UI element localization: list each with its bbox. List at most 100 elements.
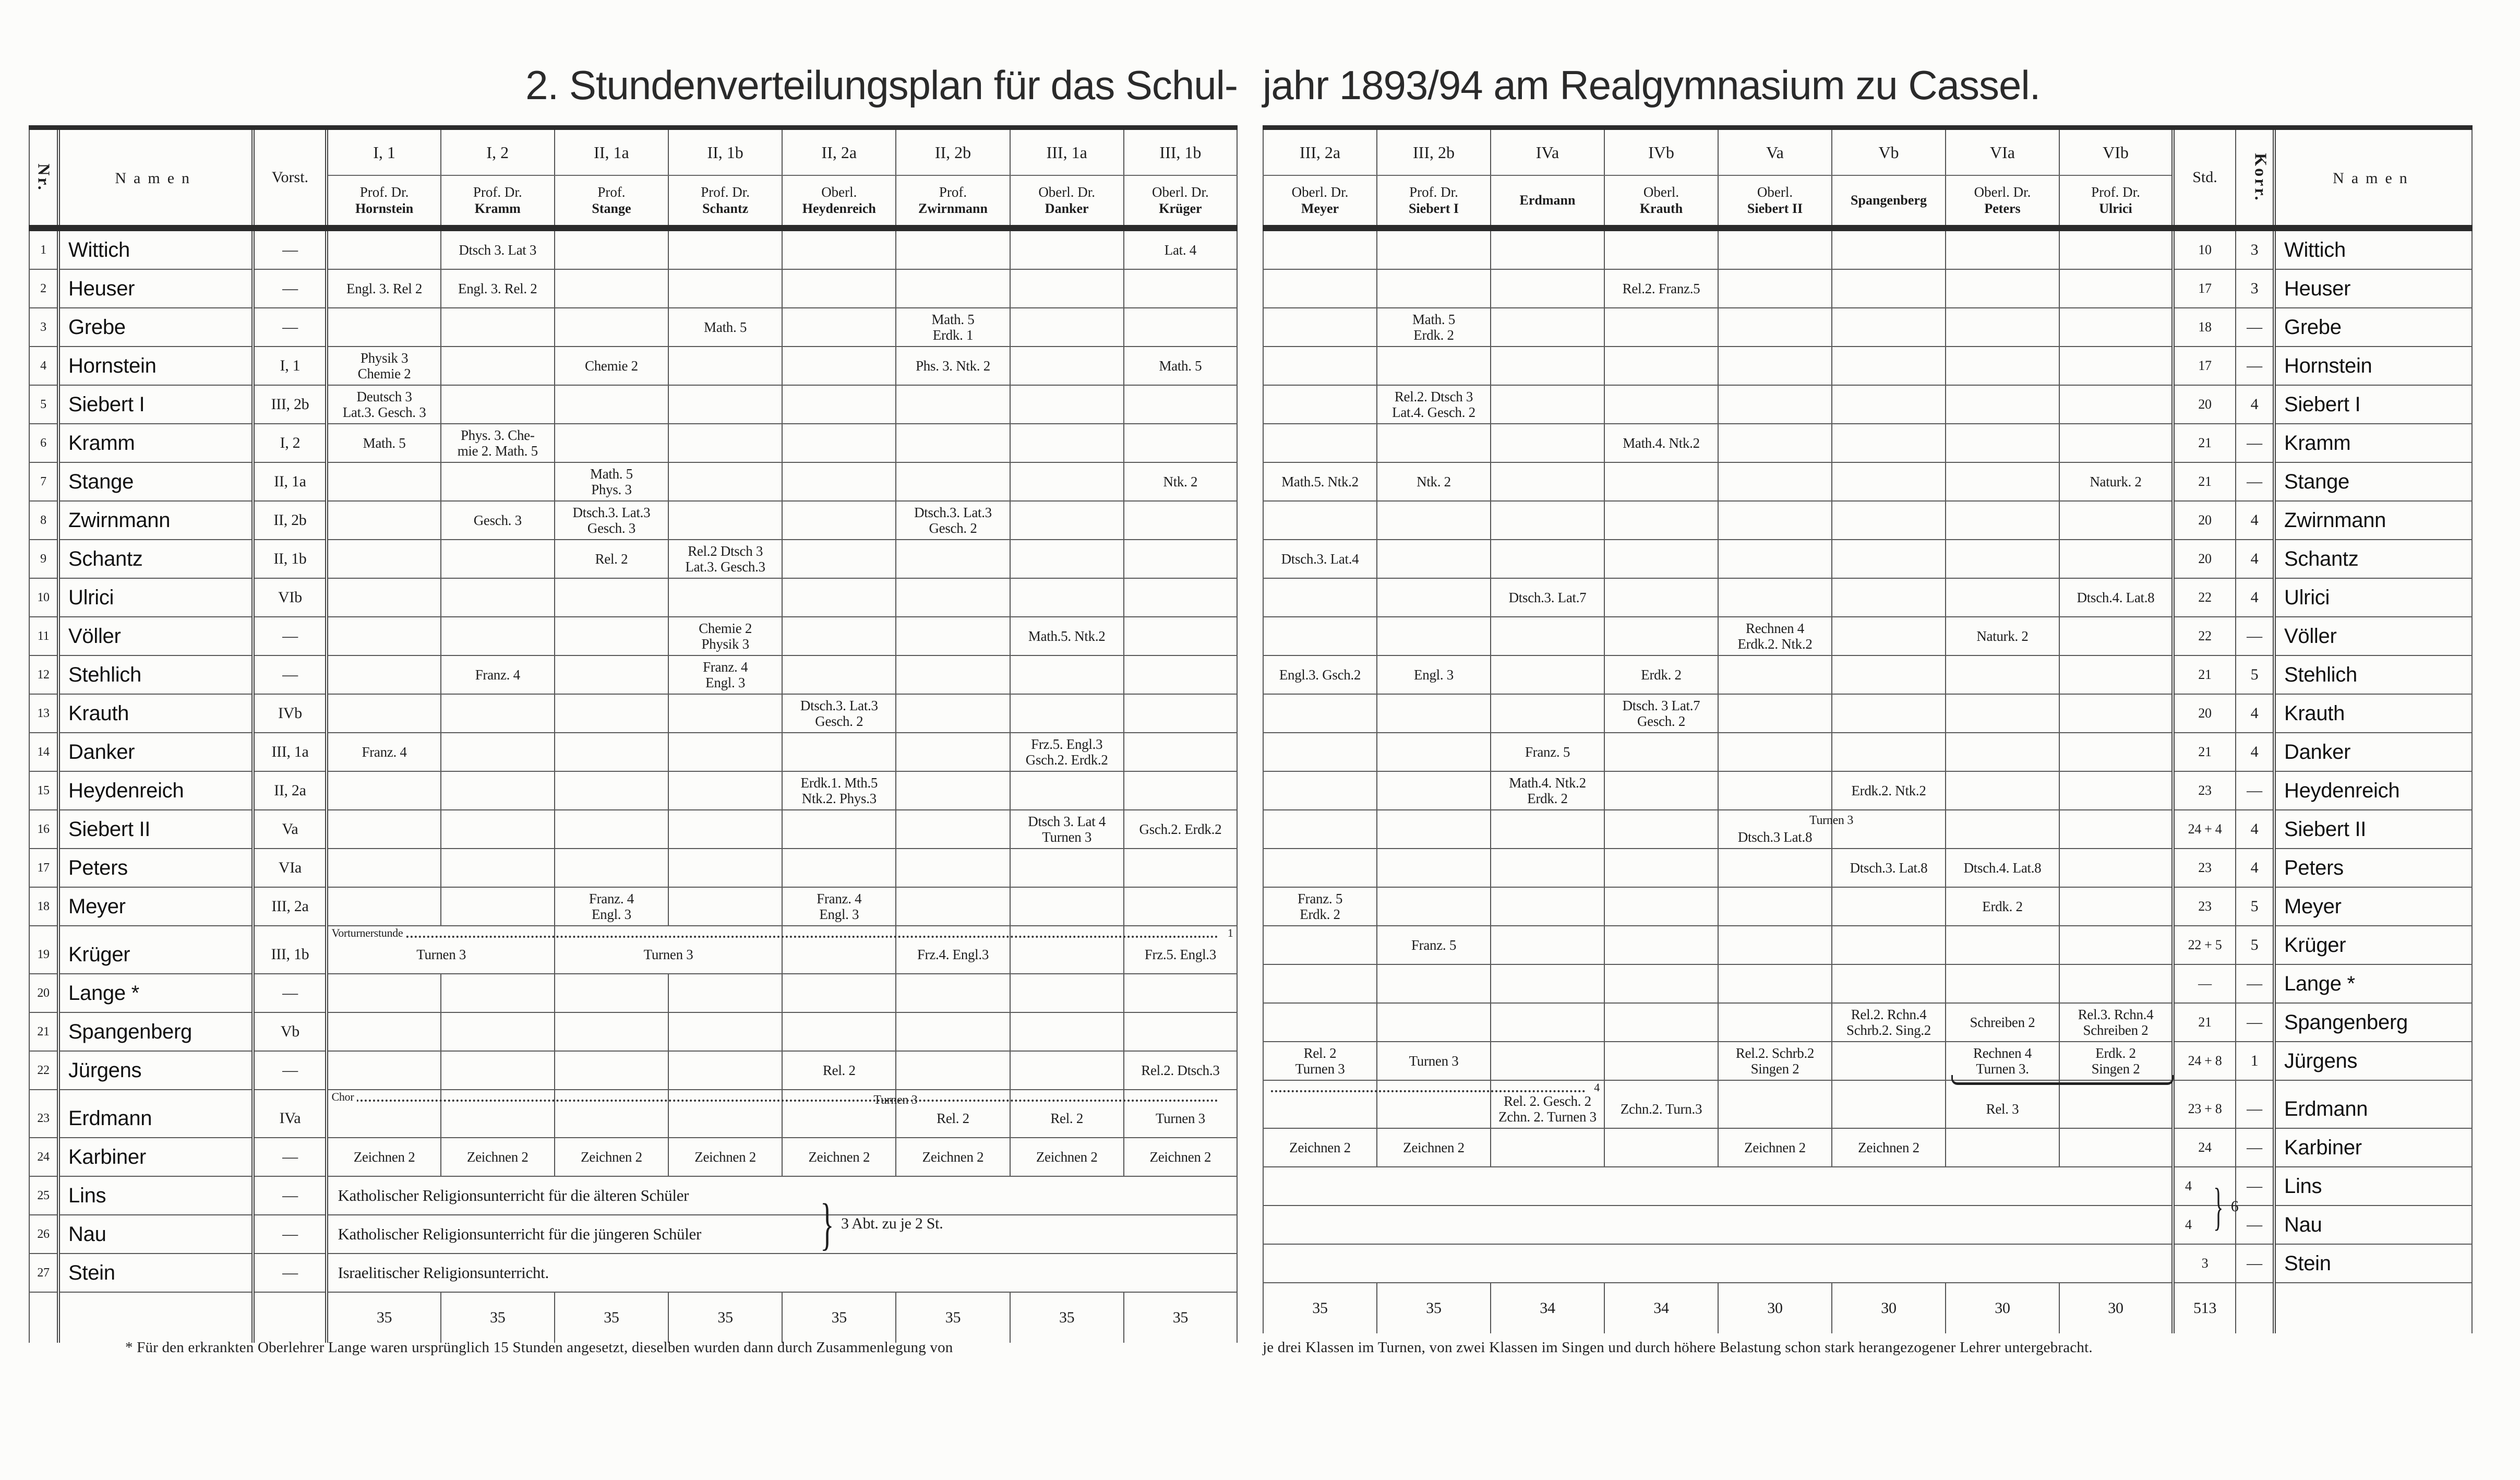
lesson-cell: [1831, 694, 1946, 733]
class-teacher-header: Oberl. Heydenreich: [782, 175, 897, 231]
lesson-cell: [782, 733, 897, 772]
lesson-cell: [895, 228, 1011, 270]
empty-cell: [2235, 1283, 2275, 1333]
lesson-cell: [554, 578, 669, 617]
lesson-cell: Zeichnen 2: [326, 1138, 441, 1177]
lesson-cell: [1376, 771, 1491, 810]
lesson-cell: [1490, 1003, 1605, 1042]
class-sum: 35: [1263, 1283, 1377, 1333]
lesson-cell: [2059, 1128, 2174, 1167]
lesson-cell: [1945, 733, 2060, 772]
row-number: 3: [28, 308, 61, 347]
dotted-combined-line: Vorturnerstunde 1: [331, 926, 1234, 940]
lesson-cell: [1718, 655, 1832, 695]
lesson-cell: Rel. 3: [1945, 1080, 2060, 1129]
teacher-row-left: 16 Siebert II Va Dtsch 3. Lat 4 Turnen 3 Gsc…: [28, 810, 1238, 849]
teacher-name: Jürgens: [58, 1051, 255, 1090]
lesson-cell: Rel.2. Dtsch 3 Lat.4. Gesch. 2: [1376, 385, 1491, 424]
lesson-cell: [1123, 578, 1238, 617]
teacher-row-left: 21 Spangenberg Vb: [28, 1012, 1238, 1052]
lesson-cell: Zeichnen 2: [1718, 1128, 1832, 1167]
lesson-cell: [1490, 849, 1605, 888]
lesson-cell: Turnen 3: [554, 926, 783, 974]
lesson-cell: [1123, 771, 1238, 810]
lesson-cell: [554, 733, 669, 772]
class-teacher-header: Spangenberg: [1831, 175, 1946, 231]
lesson-cell: Israelitischer Religionsunterricht.: [326, 1254, 1238, 1293]
corrections: 4: [2235, 810, 2275, 849]
lesson-cell: [1945, 578, 2060, 617]
lesson-cell: Franz. 4 Engl. 3: [668, 655, 783, 695]
teacher-row-right: 4} 6— Lins: [1263, 1167, 2473, 1233]
lesson-cell: [2059, 926, 2174, 965]
lesson-cell: [554, 771, 669, 810]
total-hours: 17: [2171, 347, 2236, 386]
brace-icon: [1951, 1075, 2174, 1085]
lesson-cell: [668, 228, 783, 270]
class-header: III, 2b: [1376, 125, 1491, 176]
class-teacher-of: —: [253, 1254, 329, 1293]
teacher-name: Krüger: [1159, 201, 1202, 216]
lesson-cell: [668, 347, 783, 386]
dotted-combined-line: 4: [1267, 1081, 1601, 1094]
lesson-cell: [440, 974, 555, 1013]
lesson-cell: [1490, 926, 1605, 965]
teacher-name-right: Lins: [2273, 1167, 2473, 1206]
lesson-cell: [554, 849, 669, 888]
corrections: —: [2235, 771, 2275, 810]
lesson-cell: [440, 617, 555, 656]
lesson-cell: [1718, 347, 1832, 386]
corrections: —: [2235, 308, 2275, 347]
teacher-name: Krüger: [58, 926, 255, 974]
header-namen: Namen: [58, 125, 255, 231]
lesson-cell: [895, 887, 1011, 926]
lesson-cell: [1945, 771, 2060, 810]
teacher-name: Siebert II: [58, 810, 255, 849]
row-number: 16: [28, 810, 61, 849]
total-hours: 20: [2171, 694, 2236, 733]
total-hours: 18: [2171, 308, 2236, 347]
lesson-cell: Dtsch. 3 Lat.7 Gesch. 2: [1604, 694, 1719, 733]
lesson-cell: [1945, 540, 2060, 579]
lesson-cell: [326, 655, 441, 695]
lesson-cell: [1945, 269, 2060, 308]
teacher-name-right: Meyer: [2273, 887, 2473, 926]
class-teacher-header: Oberl. Dr. Krüger: [1123, 175, 1238, 231]
class-header: II, 1a: [554, 125, 669, 176]
lesson-cell: Math. 5: [326, 424, 441, 463]
class-header: Va: [1718, 125, 1832, 176]
teacher-row-right: Rel.2. Franz.5 17 3 Heuser: [1263, 269, 2473, 308]
lesson-cell: [1945, 501, 2060, 540]
lesson-cell: [1123, 974, 1238, 1013]
class-teacher-of: III, 2a: [253, 887, 329, 926]
lesson-cell: [1490, 462, 1605, 502]
row-number: 26: [28, 1215, 61, 1254]
corrections: 4: [2235, 578, 2275, 617]
teacher-name-right: Heydenreich: [2273, 771, 2473, 810]
lesson-cell: [668, 810, 783, 849]
lesson-cell: 4: [1263, 1080, 1600, 1129]
lesson-cell: [782, 849, 897, 888]
lesson-cell: [440, 308, 555, 347]
lesson-cell: [1831, 540, 1946, 579]
catholic-groups-note: } 3 Abt. zu je 2 St.: [813, 1192, 943, 1255]
teacher-name: Lins: [58, 1176, 255, 1215]
lesson-cell: [1376, 1080, 1491, 1129]
lesson-cell: [1123, 540, 1238, 579]
teacher-row-right: Dtsch.3. Lat.8 Dtsch.4. Lat.8 23 4 Peters: [1263, 849, 2473, 888]
class-teacher-header: Oberl. Krauth: [1604, 175, 1719, 231]
lesson-cell: Zeichnen 2: [782, 1138, 897, 1177]
row-number: 23: [28, 1090, 61, 1138]
class-teacher-of: III, 1b: [253, 926, 329, 974]
class-header: VIa: [1945, 125, 2060, 176]
lesson-cell: [1263, 926, 1377, 965]
teacher-row-right: Franz. 5 22 + 5 5 Krüger: [1263, 926, 2473, 965]
lesson-cell: Rel. 2. Gesch. 2 Zchn. 2. Turnen 3: [1490, 1080, 1605, 1129]
lesson-cell: [1490, 228, 1605, 270]
lesson-cell: [1009, 347, 1124, 386]
lesson-cell: [2059, 540, 2174, 579]
total-hours: 22 + 5: [2171, 926, 2236, 965]
class-teacher-header: Prof. Stange: [554, 175, 669, 231]
lesson-cell: [1718, 308, 1832, 347]
teacher-row-left: 12 Stehlich — Franz. 4 Franz. 4 Engl. 3: [28, 655, 1238, 695]
